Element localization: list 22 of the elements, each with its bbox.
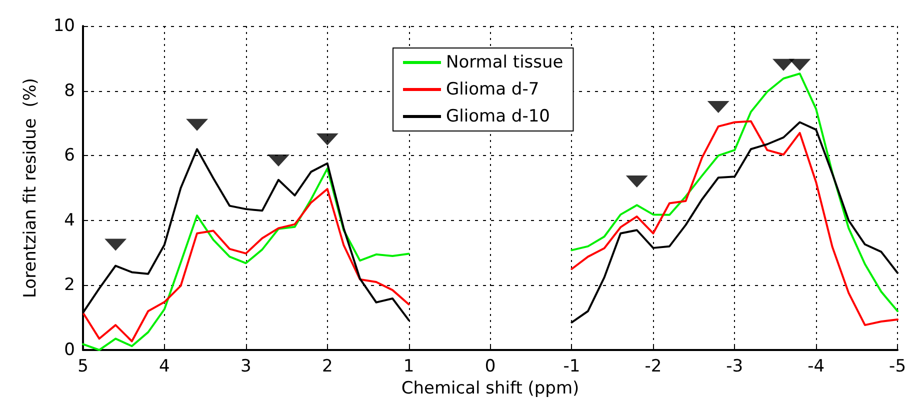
y-tick-label: 4 (64, 210, 75, 230)
x-tick-label: 5 (78, 356, 88, 376)
y-axis-title: Lorentzian fit residue (%) (20, 78, 40, 298)
legend-label: Glioma d-7 (446, 80, 540, 100)
x-tick-label: 1 (403, 356, 414, 376)
x-tick-label: -3 (726, 356, 744, 376)
x-tick-label: -1 (563, 356, 580, 376)
y-tick-label: 0 (64, 340, 75, 360)
legend-label: Normal tissue (446, 52, 564, 72)
x-axis-title: Chemical shift (ppm) (401, 378, 580, 398)
y-tick-label: 8 (64, 80, 75, 101)
x-tick-label: 3 (240, 356, 252, 376)
x-tick-label: -4 (808, 356, 825, 376)
y-tick-label: 6 (64, 146, 75, 166)
x-tick-label: -5 (889, 356, 906, 376)
y-tick-label: 10 (53, 16, 75, 36)
x-tick-label: 0 (484, 356, 496, 376)
legend-label: Glioma d-10 (446, 106, 550, 126)
x-tick-label: 4 (159, 356, 170, 376)
y-tick-label: 2 (64, 275, 75, 296)
x-tick-label: 2 (322, 356, 333, 376)
x-tick-label: -2 (644, 356, 662, 376)
